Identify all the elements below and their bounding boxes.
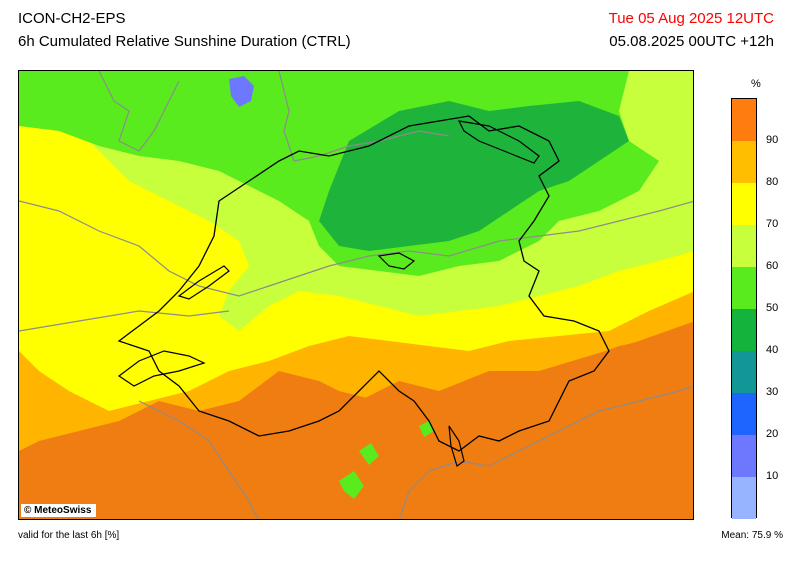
legend-swatch (732, 393, 756, 435)
valid-time: Tue 05 Aug 2025 12UTC (608, 10, 774, 27)
legend-swatch (732, 99, 756, 141)
run-time: 05.08.2025 00UTC +12h (609, 33, 774, 50)
legend-tick-label: 60 (766, 260, 779, 272)
legend-swatch (732, 309, 756, 351)
map-canvas (19, 71, 693, 519)
legend-tick-label: 30 (766, 386, 779, 398)
legend-swatch (732, 351, 756, 393)
legend-swatch (732, 435, 756, 477)
legend-tick-label: 40 (766, 344, 779, 356)
national-outline (117, 115, 610, 452)
legend-swatch (732, 477, 756, 519)
legend-swatch (732, 141, 756, 183)
legend-swatch (732, 225, 756, 267)
copyright-label: © MeteoSwiss (21, 504, 97, 517)
legend-unit: % (751, 78, 761, 90)
lake-neuchatel (177, 265, 230, 300)
lake-lucerne (377, 252, 416, 270)
legend-tick-label: 90 (766, 134, 779, 146)
sunshine-map[interactable]: © MeteoSwiss (18, 70, 694, 520)
lake-maggiore (448, 425, 465, 467)
color-legend (731, 98, 757, 519)
legend-tick-label: 10 (766, 470, 779, 482)
lake-constance (457, 120, 540, 164)
country-borders (19, 71, 693, 519)
mean-value: Mean: 75.9 % (721, 530, 783, 541)
legend-tick-label: 70 (766, 218, 779, 230)
legend-tick-label: 80 (766, 176, 779, 188)
lake-geneva (117, 350, 206, 387)
validity-note: valid for the last 6h [%] (18, 530, 120, 541)
zone-90-100 (179, 321, 693, 519)
model-title: ICON-CH2-EPS (18, 10, 126, 27)
product-title: 6h Cumulated Relative Sunshine Duration … (18, 33, 351, 50)
legend-tick-label: 50 (766, 302, 779, 314)
zone-40-50 (319, 101, 629, 251)
legend-tick-label: 20 (766, 428, 779, 440)
legend-swatch (732, 183, 756, 225)
zone-20-30 (229, 76, 254, 107)
zone-alpine-specks (339, 421, 434, 499)
legend-swatch (732, 267, 756, 309)
